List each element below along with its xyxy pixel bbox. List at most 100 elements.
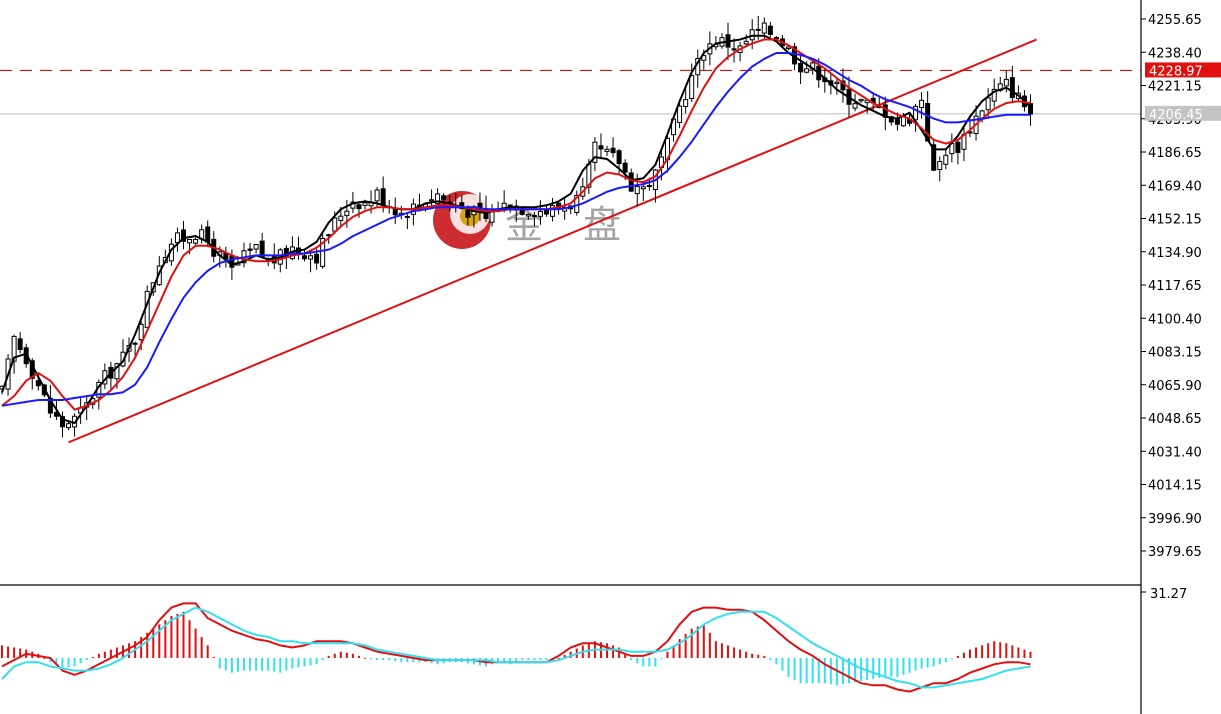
candle-body bbox=[767, 25, 773, 35]
candle-body bbox=[60, 416, 65, 428]
macd-histogram-bar bbox=[1011, 645, 1014, 658]
macd-histogram-bar bbox=[309, 658, 312, 666]
price-tick-label: 4048.65 bbox=[1148, 412, 1202, 427]
macd-histogram-bar bbox=[261, 658, 264, 671]
candle-body bbox=[834, 81, 840, 85]
candle-body bbox=[11, 335, 17, 362]
macd-histogram-bar bbox=[775, 658, 778, 665]
macd-histogram-bar bbox=[418, 658, 421, 663]
resistance-price-badge-background bbox=[1145, 62, 1221, 78]
candle-body bbox=[683, 99, 689, 107]
macd-histogram-bar bbox=[648, 658, 651, 667]
candle-body bbox=[634, 185, 640, 195]
candle-body bbox=[138, 323, 144, 341]
macd-histogram-bar bbox=[345, 652, 348, 658]
candle-body bbox=[531, 214, 537, 217]
macd-histogram-bar bbox=[243, 658, 245, 671]
macd-histogram-bar bbox=[388, 658, 391, 661]
macd-histogram-bar bbox=[733, 647, 736, 658]
macd-histogram-bar bbox=[841, 658, 844, 685]
trendline[interactable] bbox=[68, 38, 1037, 444]
macd-histogram-bar bbox=[339, 651, 342, 658]
price-tick-label: 4117.65 bbox=[1148, 279, 1202, 294]
macd-histogram-bar bbox=[1029, 651, 1032, 658]
candle-body bbox=[894, 118, 900, 125]
macd-histogram-bar bbox=[938, 658, 941, 665]
candle-body bbox=[320, 237, 326, 267]
candle-body bbox=[646, 184, 652, 187]
macd-histogram-bar bbox=[527, 658, 530, 661]
macd-line-2[interactable] bbox=[1, 606, 1031, 689]
resistance-price-badge: 4228.97 bbox=[1149, 64, 1203, 79]
candle-body bbox=[380, 188, 386, 206]
macd-histogram-bar bbox=[406, 658, 409, 663]
candle-body bbox=[598, 145, 604, 150]
macd-histogram-bar bbox=[279, 658, 282, 673]
macd-histogram-bar bbox=[660, 658, 663, 660]
macd-histogram-bar bbox=[720, 643, 723, 658]
candle-body bbox=[985, 97, 991, 111]
macd-histogram-bar bbox=[515, 658, 518, 663]
macd-histogram-bar bbox=[908, 658, 911, 673]
candle-body bbox=[429, 199, 435, 202]
candle-body bbox=[17, 338, 23, 351]
macd-histogram-bar bbox=[666, 651, 669, 658]
macd-histogram-bar bbox=[763, 655, 766, 658]
macd-histogram-bar bbox=[606, 643, 608, 658]
macd-histogram-bar bbox=[382, 658, 385, 661]
macd-histogram-bar bbox=[1005, 643, 1008, 658]
candle-body bbox=[362, 202, 368, 206]
candle-body bbox=[247, 248, 253, 251]
candle-body bbox=[465, 210, 471, 218]
macd-histogram-bar bbox=[315, 658, 318, 665]
macd-histogram-bar bbox=[920, 658, 923, 669]
macd-histogram-bar bbox=[376, 658, 379, 661]
macd-histogram-bar bbox=[327, 655, 330, 658]
candle-body bbox=[404, 216, 410, 219]
price-tick-label: 4083.15 bbox=[1148, 346, 1202, 361]
macd-histogram-bar bbox=[672, 645, 675, 658]
moving-average-line-1[interactable] bbox=[1, 34, 1032, 425]
macd-histogram-bar bbox=[146, 632, 149, 658]
candle-body bbox=[804, 68, 810, 73]
candle-body bbox=[677, 105, 683, 123]
macd-histogram-bar bbox=[333, 653, 336, 658]
macd-histogram-bar bbox=[521, 658, 524, 661]
macd-histogram-bar bbox=[351, 653, 354, 658]
macd-histogram-bar bbox=[981, 645, 984, 658]
macd-histogram-bar bbox=[914, 658, 917, 671]
macd-histogram-bar bbox=[944, 658, 947, 663]
macd-histogram-bar bbox=[987, 643, 990, 658]
macd-histogram-bar bbox=[975, 647, 978, 658]
macd-histogram-bar bbox=[97, 653, 100, 658]
current-price-badge: 4206.45 bbox=[1149, 108, 1203, 123]
price-tick-label: 4014.15 bbox=[1148, 479, 1202, 494]
price-tick-label: 4100.40 bbox=[1148, 312, 1202, 327]
macd-histogram-bar bbox=[85, 658, 88, 661]
macd-histogram-bar bbox=[533, 658, 536, 661]
candle-body bbox=[689, 75, 695, 99]
candle-body bbox=[338, 215, 344, 221]
candle-body bbox=[174, 232, 180, 244]
candle-body bbox=[1003, 78, 1009, 87]
price-tick-label: 3979.65 bbox=[1148, 545, 1202, 560]
macd-tick-label: 31.27 bbox=[1150, 587, 1187, 602]
macd-histogram-bar bbox=[255, 658, 258, 671]
candle-body bbox=[628, 172, 634, 192]
macd-histogram-bar bbox=[158, 624, 161, 658]
candle-body bbox=[731, 48, 737, 51]
macd-histogram-bar bbox=[896, 658, 899, 677]
moving-average-line-3[interactable] bbox=[1, 52, 1031, 407]
candle-body bbox=[610, 147, 616, 154]
macd-histogram-bar bbox=[206, 645, 209, 658]
macd-histogram-bar bbox=[854, 658, 857, 683]
macd-histogram-bar bbox=[799, 658, 802, 684]
price-tick-label: 4169.40 bbox=[1148, 179, 1202, 194]
candle-body bbox=[66, 423, 72, 429]
macd-histogram-bar bbox=[642, 658, 645, 667]
macd-histogram-bar bbox=[708, 632, 711, 658]
candle-body bbox=[919, 99, 925, 108]
macd-histogram-bar bbox=[55, 658, 58, 666]
